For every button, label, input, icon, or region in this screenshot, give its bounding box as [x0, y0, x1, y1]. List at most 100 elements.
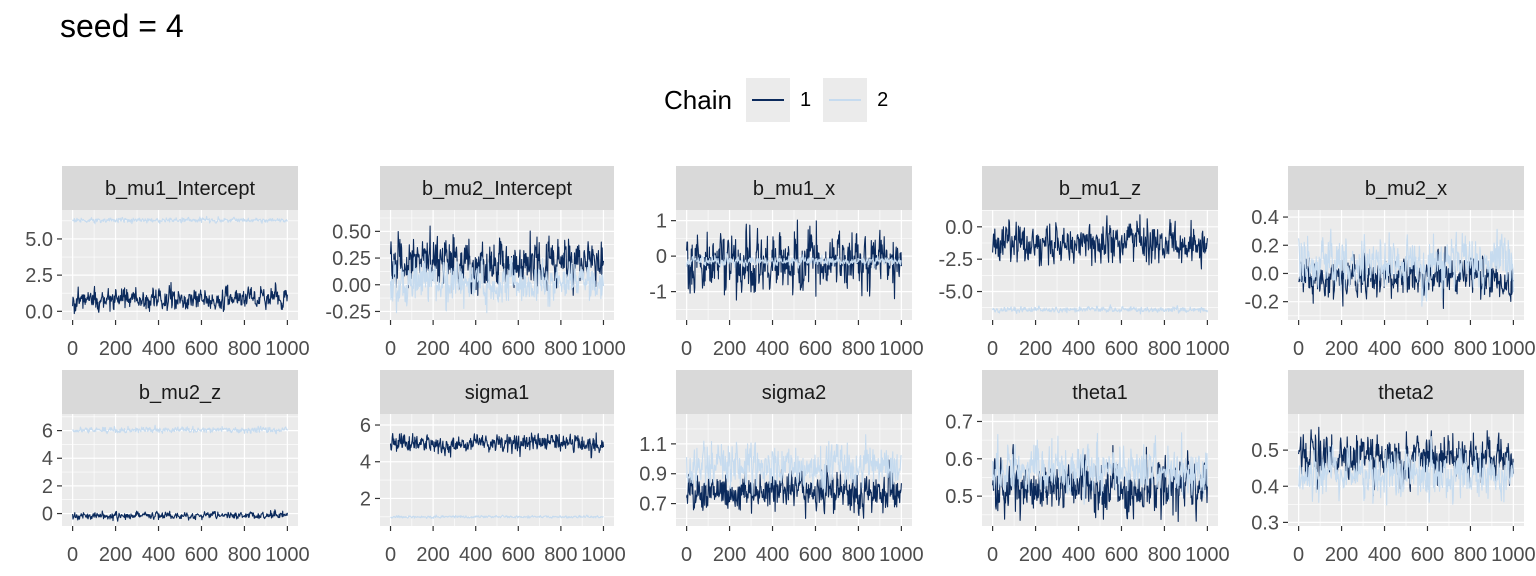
- x-tick-label: 1000: [265, 544, 310, 566]
- x-tick-label: 600: [185, 338, 218, 360]
- y-tick-label: 0.00: [332, 275, 371, 297]
- x-tick-label: 800: [842, 544, 875, 566]
- facet-b-mu2-intercept: b_mu2_Intercept -0.25 0.00 0.25 0.50 0 200 400 6…: [325, 166, 626, 360]
- legend-key-chain-2: [823, 78, 868, 122]
- strip-label-theta1: theta1: [1072, 382, 1128, 404]
- y-tick-label: -1: [649, 282, 667, 304]
- x-tick-label: 600: [1105, 544, 1138, 566]
- y-tick-label: 0.4: [1251, 207, 1279, 229]
- strip-b-mu2-x: [1288, 166, 1524, 210]
- y-tick-label: -2.5: [939, 249, 973, 271]
- x-tick-label: 400: [756, 338, 789, 360]
- x-tick-label: 600: [502, 544, 535, 566]
- strip-b-mu1-z: [982, 166, 1218, 210]
- facet-theta1: theta1 0.5 0.6 0.7 0 200 400 600 800 1000: [945, 370, 1230, 566]
- x-tick-label: 1000: [1491, 544, 1536, 566]
- x-tick-label: 1000: [265, 338, 310, 360]
- page-title: seed = 4: [60, 8, 184, 44]
- x-tick-label: 0: [987, 338, 998, 360]
- x-tick-label: 600: [502, 338, 535, 360]
- y-tick-label: 0: [42, 504, 53, 526]
- y-tick-label: 1.1: [639, 434, 667, 456]
- facet-b-mu2-z: b_mu2_z 0 2 4 6 0 200 400 600 800 1000: [42, 370, 310, 566]
- legend: Chain 1 2: [664, 78, 900, 122]
- strip-b-mu1-intercept: [62, 166, 298, 210]
- trace-sigma1-chain-2: [390, 514, 604, 519]
- strip-label-theta2: theta2: [1378, 382, 1434, 404]
- strip-label-b-mu2-intercept: b_mu2_Intercept: [422, 178, 573, 200]
- y-tick-label: 6: [42, 421, 53, 443]
- strip-theta2: [1288, 370, 1524, 414]
- x-tick-label: 400: [142, 544, 175, 566]
- x-tick-label: 800: [544, 544, 577, 566]
- x-tick-label: 600: [1411, 544, 1444, 566]
- strip-b-mu2-z: [62, 370, 298, 414]
- y-tick-label: 0.4: [1251, 476, 1279, 498]
- x-tick-label: 200: [99, 544, 132, 566]
- facet-sigma2: sigma2 0.7 0.9 1.1 0 200 400 600 800 1000: [639, 370, 924, 566]
- y-tick-label: 6: [360, 415, 371, 437]
- y-tick-label: 0.7: [639, 494, 667, 516]
- x-tick-label: 0: [1293, 544, 1304, 566]
- x-tick-label: 600: [1411, 338, 1444, 360]
- x-tick-label: 400: [142, 338, 175, 360]
- y-tick-label: 0.25: [332, 248, 371, 270]
- strip-sigma2: [676, 370, 912, 414]
- x-tick-label: 800: [228, 544, 261, 566]
- strip-label-sigma1: sigma1: [465, 382, 529, 404]
- x-tick-label: 400: [1062, 338, 1095, 360]
- x-tick-label: 800: [1454, 544, 1487, 566]
- x-tick-label: 200: [1325, 338, 1358, 360]
- trace-b-mu2-z-chain-2: [72, 424, 288, 435]
- x-tick-label: 200: [1019, 544, 1052, 566]
- x-tick-label: 800: [1148, 338, 1181, 360]
- x-tick-label: 1000: [581, 544, 626, 566]
- strip-label-b-mu1-intercept: b_mu1_Intercept: [105, 178, 256, 200]
- y-tick-label: 0.2: [1251, 235, 1279, 257]
- facet-theta2: theta2 0.3 0.4 0.5 0 200 400 600 800 1000: [1251, 370, 1536, 566]
- legend-entry-chain-1: 1: [745, 78, 811, 122]
- y-tick-label: 0.6: [945, 449, 973, 471]
- y-tick-label: 0.5: [945, 486, 973, 508]
- y-tick-label: -0.25: [325, 301, 371, 323]
- x-tick-label: 200: [713, 338, 746, 360]
- y-tick-label: 0.0: [25, 301, 53, 323]
- y-tick-label: 5.0: [25, 229, 53, 251]
- x-tick-label: 800: [544, 338, 577, 360]
- facet-sigma1: sigma1 2 4 6 0 200 400 600 800 1000: [360, 370, 626, 566]
- x-tick-label: 1000: [879, 544, 924, 566]
- y-tick-label: 0.0: [945, 217, 973, 239]
- strip-sigma1: [380, 370, 614, 414]
- x-tick-label: 200: [99, 338, 132, 360]
- trace-b-mu2-z-chain-1: [72, 509, 288, 522]
- x-tick-label: 1000: [1185, 544, 1230, 566]
- strip-label-b-mu1-x: b_mu1_x: [753, 178, 835, 200]
- strip-b-mu2-intercept: [380, 166, 614, 210]
- trace-b-mu1-z-chain-2: [992, 304, 1208, 315]
- facet-b-mu1-intercept: b_mu1_Intercept 0.0 2.5 5.0 0 200 400 600 800 100…: [25, 166, 310, 360]
- x-tick-label: 0: [67, 544, 78, 566]
- x-tick-label: 400: [459, 338, 492, 360]
- x-tick-label: 200: [713, 544, 746, 566]
- trace-b-mu1-z-chain-1: [992, 214, 1208, 270]
- y-tick-label: 1: [656, 211, 667, 233]
- x-tick-label: 800: [1148, 544, 1181, 566]
- trace-b-mu2-intercept-chain-1: [389, 225, 605, 296]
- x-tick-label: 800: [1454, 338, 1487, 360]
- trace-b-mu2-x-chain-2: [1298, 228, 1514, 307]
- x-tick-label: 800: [842, 338, 875, 360]
- strip-b-mu1-x: [676, 166, 912, 210]
- y-tick-label: 0.7: [945, 411, 973, 433]
- y-tick-label: 0.9: [639, 464, 667, 486]
- legend-entry-chain-2: 2: [823, 78, 888, 122]
- x-tick-label: 1000: [1185, 338, 1230, 360]
- facet-b-mu2-x: b_mu2_x -0.2 0.0 0.2 0.4 0 200 400 600 800 1000: [1245, 166, 1536, 360]
- facet-b-mu1-x: b_mu1_x -1 0 1 0 200 400 600 800 1000: [649, 166, 924, 360]
- x-tick-label: 0: [681, 544, 692, 566]
- strip-label-b-mu2-x: b_mu2_x: [1365, 178, 1447, 200]
- x-tick-label: 200: [1325, 544, 1358, 566]
- y-tick-label: -0.2: [1245, 292, 1279, 314]
- x-tick-label: 0: [681, 338, 692, 360]
- trace-b-mu1-intercept-chain-2: [72, 215, 288, 225]
